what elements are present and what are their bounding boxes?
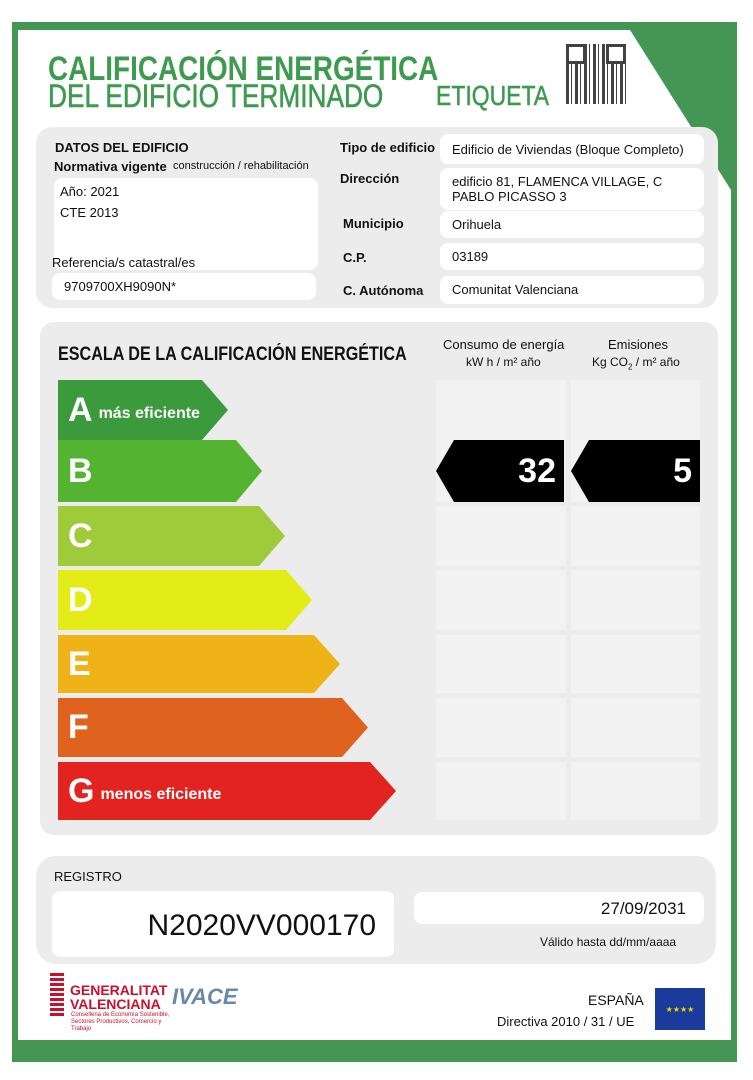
valid-date: 27/09/2031 — [414, 892, 704, 924]
emissions-header: Emisiones — [608, 337, 668, 352]
energy-cell — [436, 570, 566, 630]
emissions-cell — [571, 570, 700, 630]
emissions-cell — [571, 506, 700, 566]
scale-title: ESCALA DE LA CALIFICACIÓN ENERGÉTICA — [58, 344, 407, 365]
emissions-rating-value: 5 — [571, 440, 700, 502]
field-label: C. Autónoma — [343, 283, 424, 298]
cadastral-value: 9709700XH9090N* — [52, 273, 316, 300]
year: Año: 2021 — [60, 184, 120, 199]
field-value: Comunitat Valenciana — [440, 276, 704, 304]
class-letter: F — [68, 708, 89, 746]
field-value: Edificio de Viviendas (Bloque Completo) — [440, 134, 704, 164]
field-value: 03189 — [440, 243, 704, 270]
gv-name: GENERALITAT VALENCIANA — [70, 982, 168, 1012]
gv-shield-icon — [50, 972, 64, 1016]
registry-label: REGISTRO — [54, 869, 122, 884]
field-label: Municipio — [343, 216, 404, 231]
energy-unit: kW h / m² año — [466, 355, 541, 369]
field-label: Tipo de edificio — [340, 140, 436, 155]
scale-row-b: B 32 5 — [40, 440, 718, 502]
class-letter: A — [68, 390, 93, 429]
valid-label: Válido hasta dd/mm/aaaa — [540, 935, 677, 949]
ivace-logo: IVACE — [172, 984, 238, 1009]
normativa-note: construcción / rehabilitación — [173, 160, 309, 172]
directive: Directiva 2010 / 31 / UE — [497, 1014, 635, 1029]
cadastral-label: Referencia/s catastral/es — [52, 255, 196, 270]
label-tag: ETIQUETA — [436, 80, 550, 112]
energy-header: Consumo de energía — [443, 337, 565, 352]
section-title: DATOS DEL EDIFICIO — [55, 140, 189, 155]
class-bar-b: B — [58, 440, 262, 502]
normativa-box: Año: 2021 CTE 2013 — [54, 178, 318, 270]
registry-number: N2020VV000170 — [52, 891, 394, 957]
class-caption: más eficiente — [98, 405, 200, 422]
normativa-label: Normativa vigente — [54, 159, 167, 174]
energy-cell — [436, 380, 566, 440]
scale-row-e: E — [40, 635, 718, 693]
country: ESPAÑA — [588, 992, 644, 1008]
emissions-cell — [571, 762, 700, 820]
energy-cell — [436, 635, 566, 693]
class-letter: B — [68, 451, 93, 490]
class-letter: G — [68, 771, 95, 810]
energy-rating-value: 32 — [436, 440, 564, 502]
energy-cell — [436, 506, 566, 566]
field-label: Dirección — [340, 171, 400, 186]
scale-row-c: C — [40, 506, 718, 566]
emissions-unit: Kg CO2 / m² año — [592, 355, 680, 372]
title-line2: DEL EDIFICIO TERMINADO — [48, 78, 384, 115]
field-value: Orihuela — [440, 211, 704, 238]
emissions-cell — [571, 635, 700, 693]
eu-flag-icon: ★★★★ — [655, 988, 705, 1030]
qr-code-icon — [566, 44, 626, 104]
class-letter: E — [68, 644, 91, 683]
class-bar-e: E — [58, 635, 340, 693]
class-bar-d: D — [58, 570, 312, 630]
energy-cell — [436, 698, 566, 757]
class-bar-f: F — [58, 698, 368, 757]
class-caption: menos eficiente — [100, 786, 222, 803]
code: CTE 2013 — [60, 205, 119, 220]
scale-row-f: F — [40, 698, 718, 757]
class-bar-c: C — [58, 506, 285, 566]
gv-dept: Conselleria de Economía Sostenible, Sect… — [71, 1012, 170, 1032]
scale-row-d: D — [40, 570, 718, 630]
class-letter: C — [68, 516, 93, 555]
emissions-cell — [571, 698, 700, 757]
field-value: edificio 81, FLAMENCA VILLAGE, C PABLO P… — [440, 168, 704, 210]
emissions-cell — [571, 380, 700, 440]
class-letter: D — [68, 580, 93, 619]
energy-cell — [436, 762, 566, 820]
title-line1: CALIFICACIÓN ENERGÉTICA — [48, 50, 439, 88]
field-label: C.P. — [343, 250, 367, 265]
